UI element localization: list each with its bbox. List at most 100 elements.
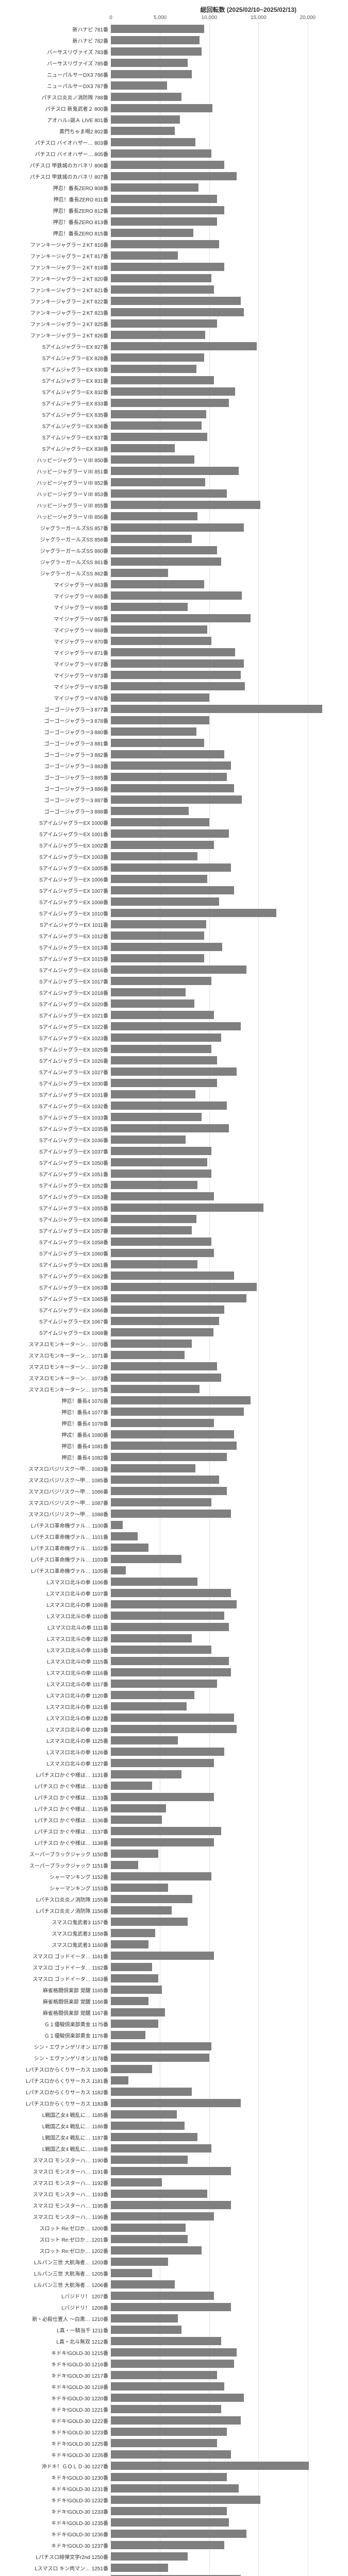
bar — [111, 716, 209, 724]
bar-cell — [111, 1645, 327, 1654]
row-label: Lスマスロ北斗の拳 1123番 — [5, 1725, 111, 1733]
bar-cell — [111, 466, 327, 476]
x-axis: 05,00010,00015,00020,000 — [111, 15, 327, 23]
row-label: キドキ!GOLD-30 1237番 — [5, 2541, 111, 2549]
row-label: ゴーゴージャグラー3 883番 — [5, 762, 111, 770]
row-label: Lパチスロ革命機ヴァル… 1103番 — [5, 1555, 111, 1563]
bar-row: スーパーブラックジャック 1150番 — [5, 1848, 343, 1859]
bar-row: ハッピージャグラーＶⅢ 856番 — [5, 511, 343, 522]
row-label: スマスロ鬼武者3 1157番 — [5, 1918, 111, 1926]
row-label: ファンキージャグラー２KT 822番 — [5, 297, 111, 305]
bar-cell — [111, 478, 327, 487]
bar-cell — [111, 999, 327, 1008]
row-label: キドキ!GOLD-30 1217番 — [5, 2371, 111, 2379]
bar-row: SアイムジャグラーEX 1051番 — [5, 1168, 343, 1179]
bar-cell — [111, 1090, 327, 1099]
bar-row: Lスマスロ北斗の拳 1116番 — [5, 1667, 343, 1678]
row-label: Lパチスロ かぐや様は… 1137番 — [5, 1827, 111, 1835]
bar — [111, 467, 239, 475]
bar — [111, 999, 194, 1008]
bar — [111, 455, 194, 464]
bar-cell — [111, 1486, 327, 1496]
bar-row: スマスロ モンスターハ… 1192番 — [5, 2177, 343, 2188]
row-label: パチスロ 甲鉄城のカバネリ 806番 — [5, 161, 111, 169]
bar — [111, 444, 175, 452]
row-label: Lスマスロ キン肉マン… 1251番 — [5, 2564, 111, 2572]
bar — [111, 2110, 177, 2119]
bar-row: Lスマスロ キン肉マン… 1251番 — [5, 2562, 343, 2573]
bar-rows: 新ハナビ 781番新ハナビ 782番バーサスリヴァイズ 783番バーサスリヴァイ… — [5, 23, 343, 2576]
bar-cell — [111, 1158, 327, 1167]
bar-cell — [111, 1566, 327, 1575]
bar-cell — [111, 2359, 327, 2368]
bar-cell — [111, 772, 327, 782]
bar — [111, 2348, 237, 2357]
bar-cell — [111, 410, 327, 419]
bar-row: SアイムジャグラーEX 833番 — [5, 397, 343, 409]
row-label: ゴーゴージャグラー3 887番 — [5, 796, 111, 804]
bar-cell — [111, 1860, 327, 1870]
bar — [111, 727, 196, 736]
row-label: Lルパン三世 大航海者… 1205番 — [5, 2269, 111, 2277]
bar-row: Lスマスロ北斗の拳 1126番 — [5, 1746, 343, 1757]
bar-row: Lパチスロ革命機ヴァル… 1102番 — [5, 1542, 343, 1553]
bar — [111, 127, 175, 135]
bar-row: SアイムジャグラーEX 1056番 — [5, 1213, 343, 1225]
bar — [111, 1600, 237, 1608]
bar-cell — [111, 1532, 327, 1541]
row-label: スマスロ モンスターハ… 1190番 — [5, 2156, 111, 2164]
bar-row: パチスロ炎炎ノ消防隊 788番 — [5, 91, 343, 103]
bar-row: キドキ!GOLD-30 1237番 — [5, 2539, 343, 2551]
bar — [111, 2167, 231, 2175]
bar-cell — [111, 24, 327, 33]
row-label: Lスマスロ北斗の拳 1110番 — [5, 1612, 111, 1620]
row-label: キドキ!GOLD-30 1222番 — [5, 2417, 111, 2425]
row-label: 押忍！番長4 1081番 — [5, 1442, 111, 1450]
row-label: ファンキージャグラー２KT 825番 — [5, 320, 111, 328]
bar — [111, 569, 168, 577]
bar-row: SアイムジャグラーEX 1057番 — [5, 1225, 343, 1236]
bar — [111, 807, 189, 815]
bar-row: SアイムジャグラーEX 1001番 — [5, 828, 343, 839]
bar — [111, 1748, 224, 1756]
bar-row: SアイムジャグラーEX 1008番 — [5, 896, 343, 907]
bar — [111, 2076, 128, 2084]
row-label: キドキ!GOLD-30 1220番 — [5, 2394, 111, 2402]
bar-row: スマスロバジリスク～甲… 1086番 — [5, 1485, 343, 1497]
bar-cell — [111, 1078, 327, 1088]
bar — [111, 421, 202, 430]
bar-cell — [111, 2518, 327, 2527]
row-label: スロット Re:ゼロか… 1202番 — [5, 2247, 111, 2255]
bar-row: Lパチスロかぐや様は… 1131番 — [5, 1769, 343, 1780]
row-label: ゴーゴージャグラー3 882番 — [5, 751, 111, 758]
bar-row: 沖ドキ！ＧＯＬＤ-30 1227番 — [5, 2460, 343, 2471]
row-label: マイジャグラーV 863番 — [5, 581, 111, 588]
bar-cell — [111, 1543, 327, 1552]
row-label: SアイムジャグラーEX 1002番 — [5, 841, 111, 849]
bar — [111, 1657, 229, 1665]
bar-cell — [111, 2280, 327, 2289]
row-label: キドキ!GOLD-30 1230番 — [5, 2473, 111, 2481]
bar-cell — [111, 364, 327, 374]
bar — [111, 115, 180, 124]
row-label: Lスマスロ北斗の拳 1120番 — [5, 1691, 111, 1699]
bar-row: 押忍！番長ZERO 815番 — [5, 227, 343, 239]
row-label: SアイムジャグラーEX 1051番 — [5, 1170, 111, 1178]
bar-cell — [111, 2166, 327, 2176]
bar-row: キドキ!GOLD-30 1217番 — [5, 2369, 343, 2381]
bar-cell — [111, 693, 327, 702]
bar-row: Lパチスロ革命機ヴァル… 1100番 — [5, 1519, 343, 1531]
bar-cell — [111, 920, 327, 929]
bar-row: キドキ!GOLD-30 1236番 — [5, 2528, 343, 2539]
row-label: 新・必殺仕置人 ～白黒… 1210番 — [5, 2315, 111, 2323]
bar-row: ゴーゴージャグラー3 877番 — [5, 703, 343, 715]
row-label: SアイムジャグラーEX 835番 — [5, 411, 111, 418]
bar-cell — [111, 1237, 327, 1246]
bar-row: Lスマスロ北斗の拳 1107番 — [5, 1587, 343, 1599]
bar — [111, 1906, 172, 1914]
row-label: Lパチスロからくりサーカス 1182番 — [5, 2088, 111, 2096]
row-label: SアイムジャグラーEX 1012番 — [5, 932, 111, 940]
row-label: SアイムジャグラーEX 1005番 — [5, 864, 111, 872]
bar-row: スマスロ鬼武者3 1157番 — [5, 1916, 343, 1927]
bar-row: マイジャグラーV 867番 — [5, 613, 343, 624]
